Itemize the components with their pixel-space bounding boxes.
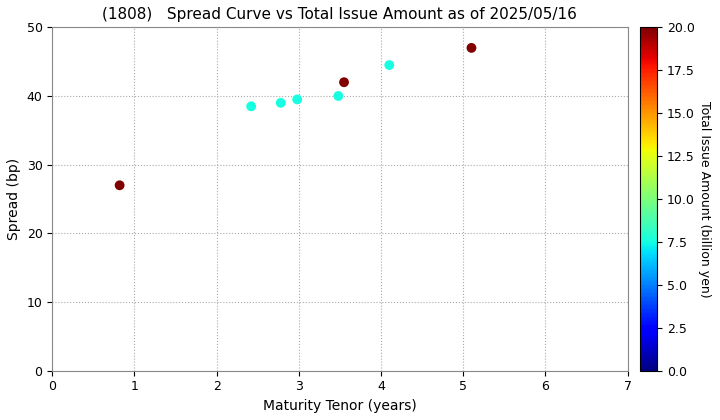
Point bbox=[333, 93, 344, 100]
Point bbox=[275, 100, 287, 106]
Point bbox=[114, 182, 125, 189]
Point bbox=[246, 103, 257, 110]
Point bbox=[466, 45, 477, 51]
Title: (1808)   Spread Curve vs Total Issue Amount as of 2025/05/16: (1808) Spread Curve vs Total Issue Amoun… bbox=[102, 7, 577, 22]
X-axis label: Maturity Tenor (years): Maturity Tenor (years) bbox=[263, 399, 417, 413]
Point bbox=[338, 79, 350, 86]
Y-axis label: Total Issue Amount (billion yen): Total Issue Amount (billion yen) bbox=[698, 101, 711, 297]
Point bbox=[292, 96, 303, 103]
Y-axis label: Spread (bp): Spread (bp) bbox=[7, 158, 21, 240]
Point bbox=[384, 62, 395, 68]
